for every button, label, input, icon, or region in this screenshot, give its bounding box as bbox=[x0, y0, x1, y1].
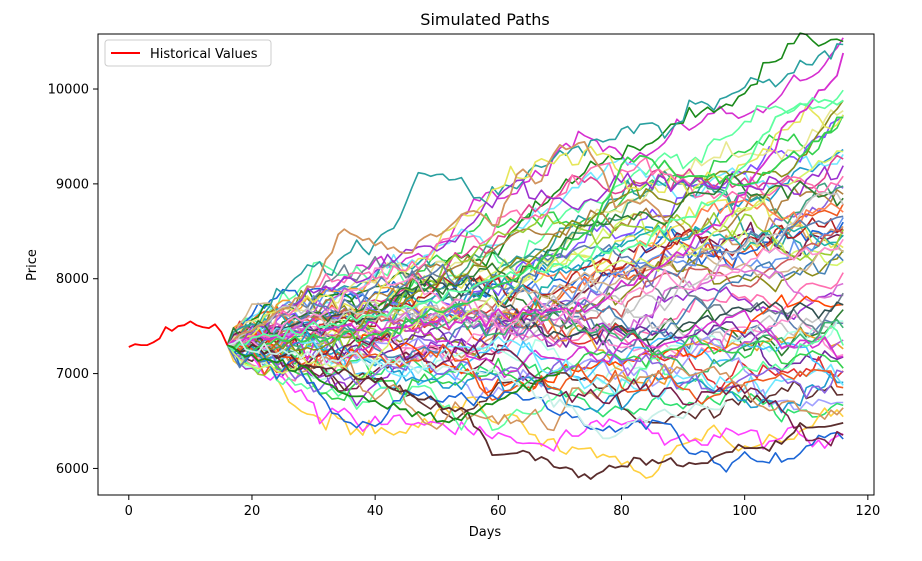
y-tick-label: 9000 bbox=[56, 177, 89, 192]
simulated-path-line bbox=[226, 304, 844, 382]
simulated-path-highlight bbox=[226, 52, 845, 346]
x-tick-label: 40 bbox=[367, 504, 384, 519]
simulated-path-line bbox=[227, 191, 844, 347]
legend-label-historical: Historical Values bbox=[150, 47, 258, 62]
y-axis-ticks: 6000 7000 8000 9000 10000 bbox=[48, 83, 98, 477]
x-tick-label: 20 bbox=[244, 504, 261, 519]
y-tick-label: 6000 bbox=[56, 462, 89, 477]
simulated-path-highlight bbox=[227, 344, 844, 480]
simulated-path-highlight bbox=[226, 116, 844, 354]
chart-title: Simulated Paths bbox=[420, 10, 549, 29]
simulated-path-line bbox=[226, 43, 844, 346]
simulated-path-line bbox=[226, 331, 844, 447]
simulated-path-line bbox=[226, 199, 844, 356]
simulated-path-line bbox=[226, 37, 844, 346]
simulated-path-line bbox=[226, 320, 844, 385]
historical-series bbox=[128, 320, 229, 348]
y-tick-label: 7000 bbox=[56, 367, 89, 382]
x-tick-label: 80 bbox=[613, 504, 630, 519]
simulated-path-line bbox=[226, 32, 844, 346]
simulated-path-highlight bbox=[227, 338, 727, 440]
plot-area-frame bbox=[97, 33, 875, 496]
simulated-path-line bbox=[226, 197, 844, 352]
simulated-path-line bbox=[227, 309, 844, 379]
simulated-path-line bbox=[226, 245, 844, 346]
simulated-path-line bbox=[226, 337, 844, 424]
simulated-path-line bbox=[226, 337, 844, 452]
legend-box bbox=[104, 39, 272, 67]
historical-values-line bbox=[128, 320, 229, 348]
simulated-path-lines bbox=[226, 32, 845, 480]
simulated-path-line bbox=[227, 104, 844, 346]
simulated-path-line bbox=[226, 238, 844, 350]
simulated-path-line bbox=[226, 165, 844, 346]
simulated-path-line bbox=[226, 275, 844, 353]
x-axis-title: Days bbox=[469, 525, 502, 540]
simulated-path-line bbox=[226, 287, 844, 377]
simulated-path-line bbox=[226, 99, 844, 352]
simulated-path-line bbox=[227, 156, 844, 346]
legend: Historical Values bbox=[104, 39, 272, 67]
simulated-path-line bbox=[227, 228, 844, 346]
simulated-path-line bbox=[227, 179, 844, 355]
simulated-path-line bbox=[227, 344, 844, 423]
simulated-path-line bbox=[226, 186, 844, 351]
x-tick-label: 60 bbox=[490, 504, 507, 519]
x-tick-label: 100 bbox=[732, 504, 757, 519]
simulated-path-highlight bbox=[226, 344, 561, 424]
simulated-path-line bbox=[226, 334, 844, 432]
simulated-path-line bbox=[226, 115, 844, 352]
y-tick-label: 10000 bbox=[48, 83, 89, 98]
simulated-path-highlight bbox=[226, 141, 671, 346]
x-axis-ticks: 0 20 40 60 80 100 120 bbox=[125, 495, 880, 519]
y-tick-label: 8000 bbox=[56, 272, 89, 287]
simulated-path-line bbox=[227, 324, 844, 431]
y-axis-title: Price bbox=[25, 249, 40, 281]
simulated-path-line bbox=[226, 344, 844, 479]
simulated-path-line bbox=[226, 89, 844, 346]
x-tick-label: 0 bbox=[125, 504, 133, 519]
x-tick-label: 120 bbox=[855, 504, 880, 519]
